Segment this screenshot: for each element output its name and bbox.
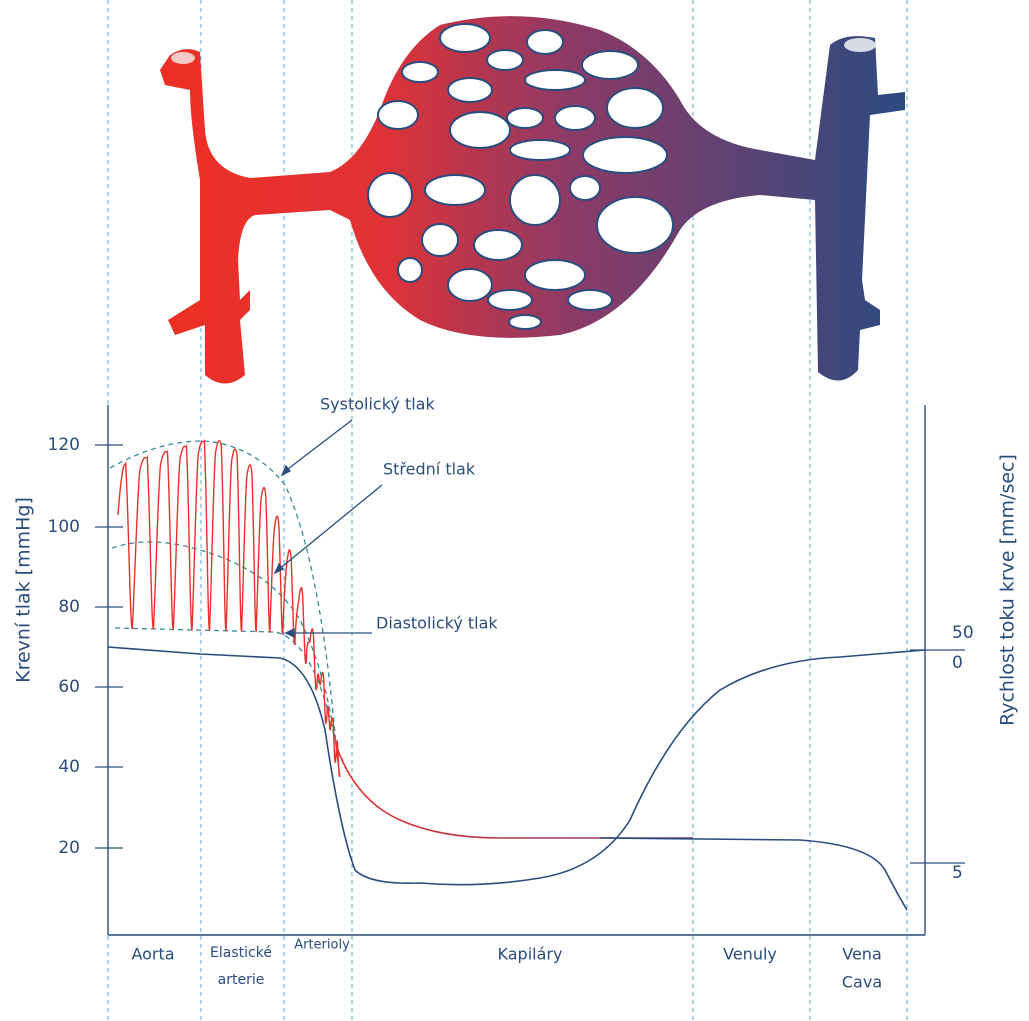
annotation: Střední tlak: [383, 460, 476, 479]
section-label: arterie: [218, 972, 265, 988]
pressure-oscillation: [117, 438, 341, 778]
annotation: Diastolický tlak: [376, 614, 498, 633]
right-tick-label: 0: [952, 653, 963, 673]
right-axis-label: Rychlost toku krve [mm/sec]: [997, 454, 1019, 726]
annotation: Systolický tlak: [320, 395, 435, 414]
section-label: Arterioly: [294, 938, 350, 953]
mean-pressure-curve: [335, 744, 693, 839]
left-tick-label: 60: [58, 677, 80, 697]
left-tick-label: 100: [48, 517, 80, 537]
generated: 120 100 80 60 40 20 50 0 5 Aorta Elastické arterie A…: [48, 435, 974, 992]
section-label: Kapiláry: [498, 945, 563, 964]
vessel-illustration: [160, 16, 905, 384]
right-tick-label: 5: [952, 863, 963, 883]
flow-velocity-curve: [107, 646, 926, 886]
left-tick-label: 80: [58, 597, 80, 617]
venous-pressure-curve: [599, 837, 908, 911]
section-label: Vena: [842, 945, 882, 964]
left-tick-label: 120: [48, 435, 80, 455]
section-label: Cava: [842, 973, 882, 992]
section-label: Venuly: [723, 945, 777, 964]
axes: [107, 405, 926, 936]
left-tick-label: 40: [58, 757, 80, 777]
right-tick-label: 50: [952, 623, 974, 643]
annotation-arrows: [273, 419, 383, 639]
section-label: Aorta: [131, 945, 174, 964]
left-tick-label: 20: [58, 838, 80, 858]
left-axis-label: Krevní tlak [mmHg]: [13, 497, 35, 683]
section-label: Elastické: [210, 945, 272, 961]
